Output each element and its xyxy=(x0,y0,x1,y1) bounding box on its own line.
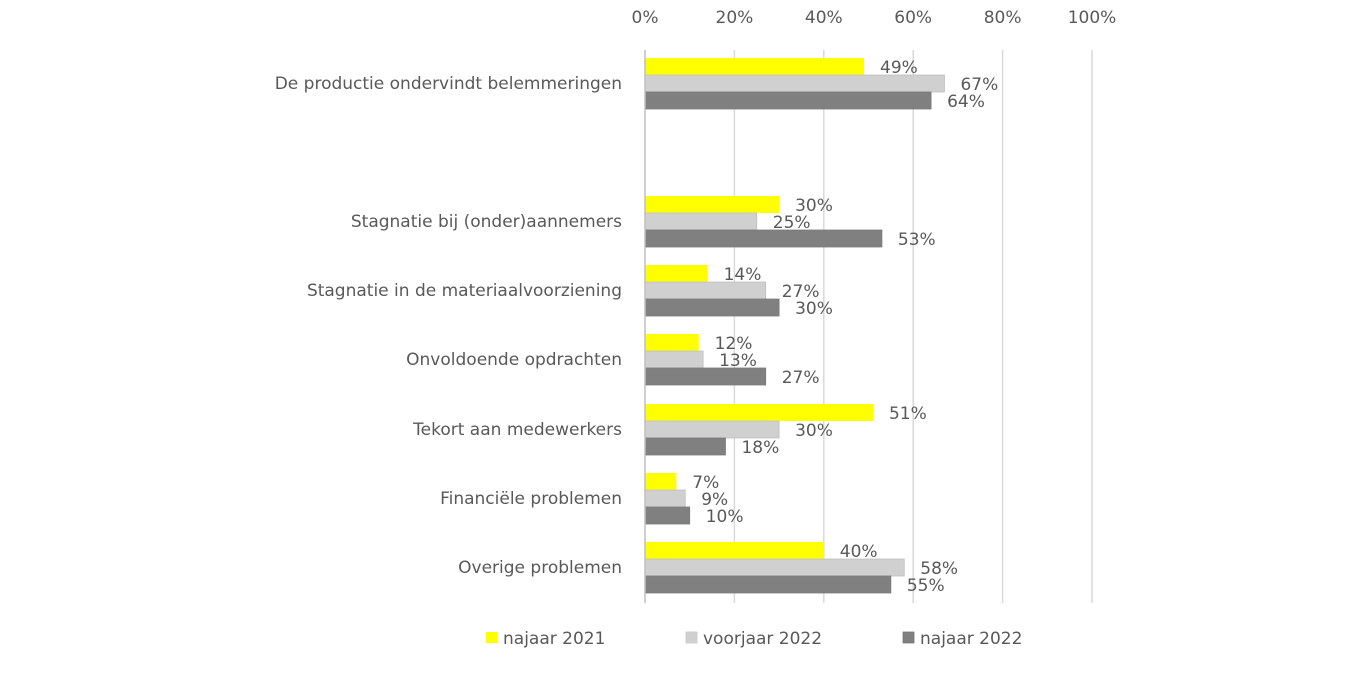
legend: najaar 2021 voorjaar 2022 najaar 2022 xyxy=(486,629,1022,649)
bar-voorjaar-2022 xyxy=(644,420,780,439)
bar-najaar-2021 xyxy=(645,404,873,421)
category-label: Stagnatie in de materiaalvoorziening xyxy=(307,281,622,301)
x-tick-label: 60% xyxy=(894,8,932,28)
data-labels: 49%67%64%30%25%53%14%27%30%12%13%27%51%3… xyxy=(692,58,998,596)
data-label: 30% xyxy=(795,299,833,319)
bar-voorjaar-2022 xyxy=(644,350,704,369)
bars xyxy=(644,58,945,594)
data-label: 12% xyxy=(715,334,753,354)
bar-najaar-2021 xyxy=(645,196,780,213)
bar-najaar-2021 xyxy=(645,58,865,75)
legend-swatch xyxy=(685,631,698,644)
data-label: 14% xyxy=(724,265,762,285)
data-label: 64% xyxy=(947,92,985,112)
x-tick-label: 40% xyxy=(805,8,843,28)
x-tick-label: 20% xyxy=(716,8,754,28)
x-tick-label: 100% xyxy=(1068,8,1117,28)
legend-swatch xyxy=(486,632,497,643)
bar-najaar-2021 xyxy=(645,334,699,351)
bar-voorjaar-2022 xyxy=(644,489,686,508)
x-tick-label: 80% xyxy=(984,8,1022,28)
data-label: 49% xyxy=(880,58,918,78)
data-label: 53% xyxy=(898,230,936,250)
data-label: 40% xyxy=(840,542,878,562)
data-label: 13% xyxy=(719,351,757,371)
legend-label: najaar 2022 xyxy=(920,629,1022,649)
bar-najaar-2022 xyxy=(644,437,726,456)
legend-label: najaar 2021 xyxy=(503,629,605,649)
category-label: Financiële problemen xyxy=(440,489,622,509)
data-label: 10% xyxy=(706,507,744,527)
x-axis-ticks: 0% 20% 40% 60% 80% 100% xyxy=(632,8,1117,28)
bar-najaar-2022 xyxy=(644,575,892,594)
data-label: 25% xyxy=(773,213,811,233)
bar-najaar-2021 xyxy=(645,542,824,559)
data-label: 9% xyxy=(701,490,728,510)
gridlines xyxy=(733,50,1093,603)
bar-najaar-2021 xyxy=(645,265,708,282)
category-label: Tekort aan medewerkers xyxy=(412,420,622,440)
bar-najaar-2022 xyxy=(644,91,932,110)
data-label: 27% xyxy=(782,282,820,302)
category-label: Overige problemen xyxy=(458,558,622,578)
data-label: 58% xyxy=(920,559,958,579)
data-label: 67% xyxy=(960,75,998,95)
category-label: Stagnatie bij (onder)aannemers xyxy=(351,212,622,232)
category-label: De productie ondervindt belemmeringen xyxy=(275,74,622,94)
category-label: Onvoldoende opdrachten xyxy=(406,350,622,370)
bar-najaar-2022 xyxy=(644,506,691,525)
data-label: 51% xyxy=(889,404,927,424)
x-tick-label: 0% xyxy=(632,8,659,28)
bar-najaar-2021 xyxy=(645,473,677,490)
data-label: 55% xyxy=(907,576,945,596)
bar-najaar-2022 xyxy=(644,229,883,248)
bar-voorjaar-2022 xyxy=(644,212,758,231)
data-label: 18% xyxy=(741,438,779,458)
legend-label: voorjaar 2022 xyxy=(703,629,822,649)
legend-swatch xyxy=(902,631,915,644)
data-label: 7% xyxy=(692,473,719,493)
data-label: 30% xyxy=(795,421,833,441)
data-label: 30% xyxy=(795,196,833,216)
category-labels: De productie ondervindt belemmeringen Sta… xyxy=(275,74,622,578)
data-label: 27% xyxy=(782,368,820,388)
bar-najaar-2022 xyxy=(644,298,780,317)
